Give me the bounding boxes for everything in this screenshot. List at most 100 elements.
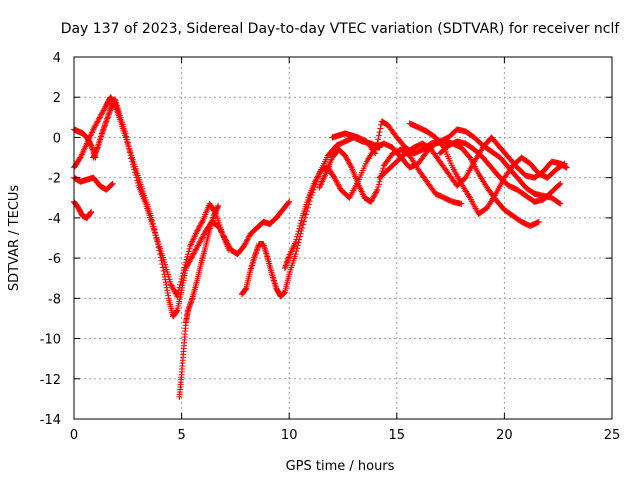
data-point (316, 170, 323, 177)
data-point (370, 193, 377, 200)
data-point (215, 202, 222, 209)
data-point (369, 196, 376, 203)
data-point (335, 182, 342, 189)
y-tick-label: -6 (48, 252, 61, 267)
series-track-6 (176, 202, 222, 400)
data-point (169, 285, 176, 292)
data-point (374, 186, 381, 193)
y-tick-label: 4 (53, 51, 61, 66)
data-point (197, 237, 204, 244)
data-point (195, 242, 202, 249)
data-point (196, 239, 203, 246)
data-point (88, 208, 95, 215)
data-point (172, 289, 179, 296)
data-point (557, 180, 564, 187)
data-point (297, 220, 304, 227)
data-point (556, 181, 563, 188)
data-point (200, 232, 207, 239)
data-point (195, 224, 202, 231)
data-point (241, 241, 248, 248)
data-point (101, 104, 108, 111)
data-point (243, 239, 250, 246)
data-point (179, 272, 186, 279)
data-point (315, 171, 322, 178)
series-track-5 (71, 198, 95, 221)
data-point (180, 270, 187, 277)
data-point (96, 115, 103, 122)
data-point (458, 200, 465, 207)
data-point (285, 199, 292, 206)
data-point (367, 198, 374, 205)
data-point (129, 158, 136, 165)
data-point (93, 119, 100, 126)
data-point (346, 160, 353, 167)
data-point (160, 267, 167, 274)
data-point (178, 275, 185, 282)
data-point (199, 218, 206, 225)
data-point (372, 190, 379, 197)
data-point (126, 149, 133, 156)
data-point (192, 247, 199, 254)
data-point (123, 133, 130, 140)
data-point (197, 220, 204, 227)
data-point (127, 152, 134, 159)
data-point (286, 198, 293, 205)
data-point (132, 171, 139, 178)
data-point (131, 169, 138, 176)
data-point (375, 136, 382, 143)
data-point (185, 259, 192, 266)
data-point (312, 177, 319, 184)
data-point (314, 173, 321, 180)
data-point (374, 139, 381, 146)
y-tick-label: -14 (40, 413, 61, 428)
data-point (243, 237, 250, 244)
y-tick-label: 2 (53, 91, 61, 106)
data-point (91, 123, 98, 130)
data-point (294, 230, 301, 237)
x-tick-label: 20 (496, 428, 513, 443)
data-point (169, 283, 176, 290)
data-layer (71, 94, 570, 400)
data-point (191, 249, 198, 256)
data-point (131, 166, 138, 173)
y-tick-label: -8 (48, 292, 61, 307)
data-point (134, 180, 141, 187)
data-point (380, 165, 387, 172)
data-point (167, 281, 174, 288)
data-point (312, 178, 319, 185)
data-point (195, 241, 202, 248)
data-point (200, 231, 207, 238)
data-point (344, 156, 351, 163)
data-point (122, 130, 129, 137)
data-point (332, 176, 339, 183)
data-point (108, 182, 115, 189)
data-point (182, 259, 189, 266)
data-point (197, 222, 204, 229)
data-point (375, 181, 382, 188)
data-point (296, 222, 303, 229)
data-point (370, 194, 377, 201)
data-point (347, 161, 354, 168)
series-track-2 (90, 96, 232, 300)
data-point (92, 154, 99, 161)
data-point (347, 163, 354, 170)
data-point (124, 139, 131, 146)
y-tick-label: -10 (40, 333, 61, 348)
data-point (331, 174, 338, 181)
data-point (373, 188, 380, 195)
data-point (91, 125, 98, 132)
data-point (98, 110, 105, 117)
data-point (557, 200, 564, 207)
data-point (198, 219, 205, 226)
data-point (241, 243, 248, 250)
data-point (192, 246, 199, 253)
data-point (96, 114, 103, 121)
data-point (345, 157, 352, 164)
data-point (314, 174, 321, 181)
data-point (373, 143, 380, 150)
y-tick-label: -2 (48, 172, 61, 187)
data-point (293, 248, 300, 255)
data-point (296, 225, 303, 232)
x-tick-label: 15 (389, 428, 406, 443)
